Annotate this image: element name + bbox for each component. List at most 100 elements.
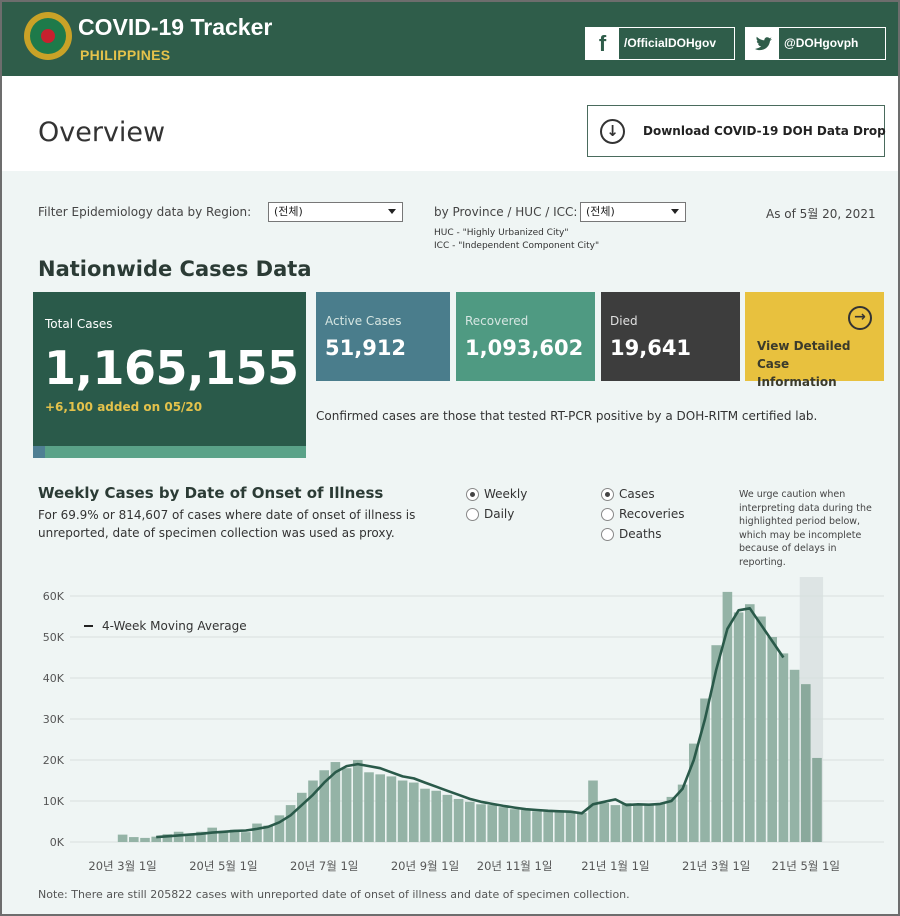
radio-selected-icon [466,488,479,501]
bar [353,760,363,842]
bar [599,803,609,842]
total-cases-value: 1,165,155 [44,341,299,395]
arrow-right-icon: → [848,306,872,330]
bar [409,782,419,842]
bar [666,796,677,842]
bar [700,698,710,842]
download-data-drop-button[interactable]: ↓ Download COVID-19 DOH Data Drop [587,105,886,157]
reporting-caution-note: We urge caution when interpreting data d… [739,489,872,568]
y-tick-label: 20K [43,754,65,767]
radio-unselected-icon [466,508,479,521]
twitter-link[interactable]: @DOHgovph [745,27,886,60]
bar [375,774,385,842]
bar [397,780,408,842]
died-value: 19,641 [610,336,692,360]
x-tick-label: 21년 3월 1일 [682,859,750,873]
app-title: COVID-19 Tracker [78,14,273,40]
region-select-value: (전체) [274,205,303,218]
facebook-link[interactable]: f /OfficialDOHgov [585,27,735,60]
doh-seal-logo [24,12,72,60]
nationwide-section-title: Nationwide Cases Data [38,257,312,281]
icc-note: ICC - "Independent Component City" [434,241,600,251]
bar [789,669,800,842]
bar [263,825,273,842]
bar [330,762,341,842]
bar [655,803,665,842]
bar [644,805,654,842]
bar [633,803,643,842]
bar [767,637,777,842]
died-card: Died 19,641 [601,292,740,381]
bar [532,811,542,842]
bar [577,812,587,842]
bar [341,768,352,842]
bar [453,798,464,842]
facebook-icon: f [586,28,619,59]
bar [610,805,621,842]
bar [801,684,811,842]
bar [274,815,285,842]
bar [711,645,721,842]
bar [689,743,699,842]
recovered-card: Recovered 1,093,602 [456,292,595,381]
weekly-chart-subtitle: For 69.9% or 814,607 of cases where date… [38,508,416,540]
bar [420,788,430,842]
bar [733,612,744,842]
bar [285,805,296,842]
bar [722,591,733,842]
x-tick-label: 20년 3월 1일 [88,859,156,873]
legend-label: 4-Week Moving Average [102,619,247,633]
bar [140,837,150,842]
twitter-icon [746,28,779,59]
bar [543,811,553,842]
bar [117,834,128,842]
cases-added-note: +6,100 added on 05/20 [45,400,203,414]
bar [297,792,307,842]
bar [196,831,206,842]
bar [252,823,262,842]
bar [442,794,453,842]
radio-daily-label: Daily [484,507,515,521]
download-arrow-icon: ↓ [600,119,625,144]
bar [476,804,486,842]
active-cases-label: Active Cases [325,314,402,328]
chevron-down-icon [388,209,396,214]
view-detailed-case-button[interactable]: → View Detailed Case Information [745,292,884,389]
bar [431,790,441,842]
total-cases-card: Total Cases 1,165,155 +6,100 added on 05… [33,292,306,458]
confirmed-cases-note: Confirmed cases are those that tested RT… [316,409,818,423]
region-select[interactable]: (전체) [268,202,403,222]
bar [207,827,217,842]
x-tick-label: 21년 5월 1일 [772,859,840,873]
recovered-label: Recovered [465,314,529,328]
bar [173,831,184,842]
weekly-cases-chart: 0K 10K 20K 30K 40K 50K 60K 4-Week Moving Averag… [43,577,884,873]
province-select[interactable]: (전체) [580,202,686,222]
radio-selected-icon [601,488,614,501]
recovered-value: 1,093,602 [465,336,584,360]
bar [241,832,251,842]
bar [498,807,509,842]
y-tick-label: 30K [43,713,65,726]
bar [308,780,318,842]
radio-cases-label: Cases [619,487,655,501]
bar [565,812,576,842]
bar [151,836,161,842]
y-tick-label: 10K [43,795,65,808]
bar [487,805,497,842]
bar [465,801,475,842]
region-filter-label: Filter Epidemiology data by Region: [38,205,252,219]
bar [229,829,240,842]
bar [319,770,329,842]
bar [218,830,229,842]
bar [386,776,397,842]
province-select-value: (전체) [586,205,615,218]
weekly-chart-title: Weekly Cases by Date of Onset of Illness [38,484,384,502]
download-label: Download COVID-19 DOH Data Drop [643,124,886,138]
y-tick-label: 60K [43,590,65,603]
bar [756,616,766,842]
x-tick-label: 20년 9월 1일 [391,859,459,873]
chevron-down-icon [671,209,679,214]
unreported-cases-footnote: Note: There are still 205822 cases with … [38,888,630,901]
